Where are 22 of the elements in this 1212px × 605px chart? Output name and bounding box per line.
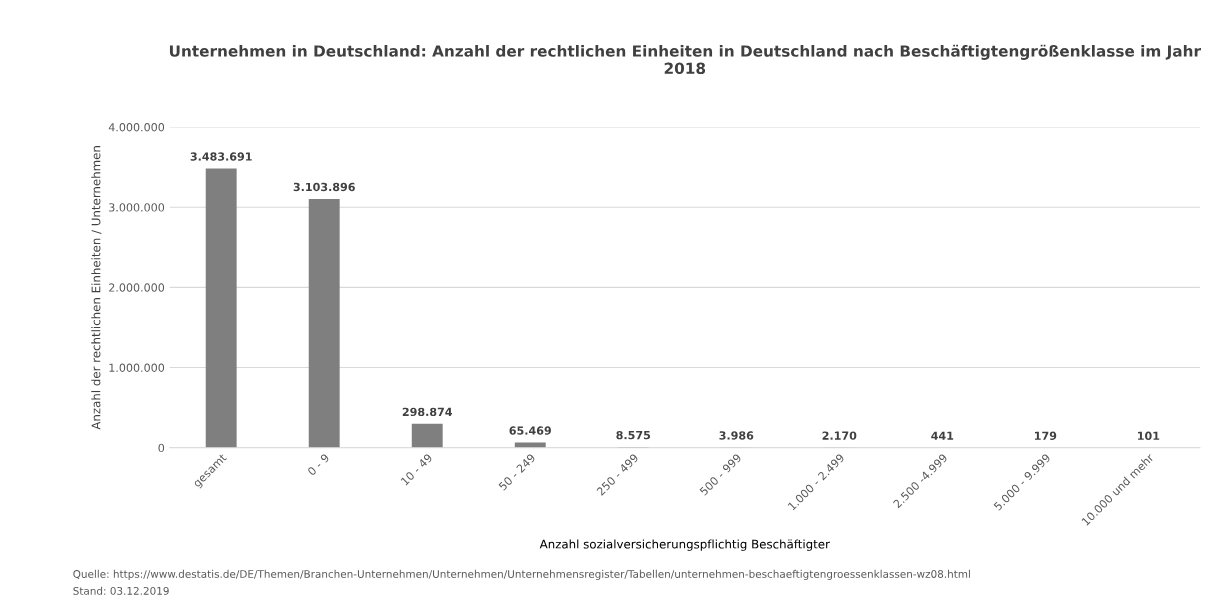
y-tick-label: 1.000.000 <box>109 363 165 372</box>
text: Stand: 03.12.2019 <box>73 586 169 595</box>
y-tick-label: 3.000.000 <box>109 203 165 212</box>
data-label: 101 <box>1138 431 1160 440</box>
y-tick-label: 4.000.000 <box>108 123 165 132</box>
x-tick-label: 10 - 49 <box>400 453 433 486</box>
x-axis-title: Anzahl sozialversicherungspflichtig Beschäftigter <box>539 539 830 551</box>
y-tick-label: 2.000.000 <box>109 283 165 292</box>
data-label: 3.986 <box>719 431 754 440</box>
y-tick-label: 0 <box>158 443 165 453</box>
data-label: 441 <box>931 431 954 440</box>
data-label: 3.483.691 <box>190 152 252 161</box>
source-note: Quelle: https://www.destatis.de/DE/Themen/Branchen-Unternehmen/Unternehmen/Unternehmensregister/Tabellen/unternehmen-beschaeftigtengroessenklassen-wz08.html <box>73 569 970 580</box>
x-tick-label: 0 - 9 <box>307 453 330 476</box>
data-label: 298.874 <box>402 407 453 417</box>
data-label: 3.103.896 <box>293 182 355 192</box>
data-label: 65.469 <box>509 426 551 435</box>
data-label: 8.575 <box>616 430 651 440</box>
data-label: 179 <box>1035 431 1057 440</box>
data-label: 2.170 <box>822 431 857 440</box>
chart-title: Unternehmen in Deutschland: Anzahl der rechtlichen Einheiten in Deutschland nach Beschäftigtengrößenklasse im Jahr 2018 <box>169 44 1201 75</box>
y-axis-title: Anzahl der rechtlichen Einheiten / Unternehmen <box>91 146 102 430</box>
